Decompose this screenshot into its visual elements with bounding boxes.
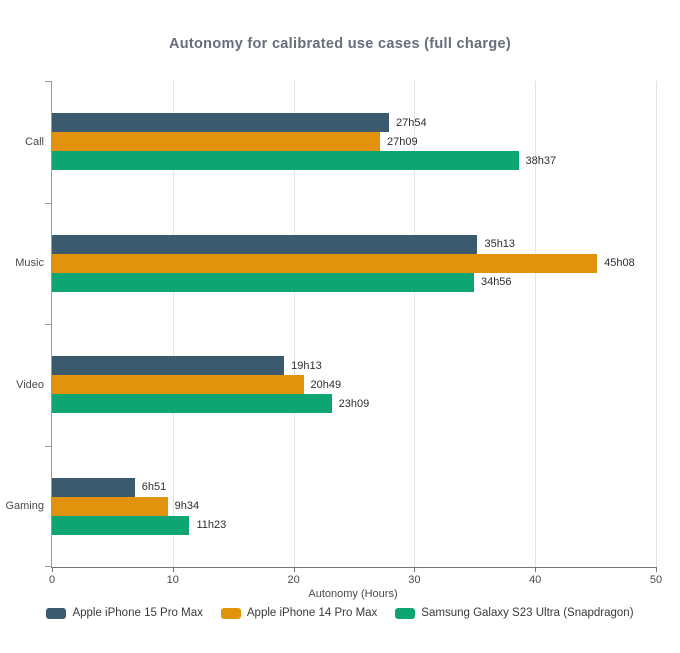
bar-value-label: 19h13	[291, 359, 322, 372]
x-axis-tick-label: 50	[649, 574, 663, 586]
x-axis-tick	[293, 567, 295, 572]
bar	[52, 234, 478, 254]
bar-value-label: 11h23	[196, 519, 227, 532]
bar-row: 27h54	[52, 113, 656, 133]
y-axis-tick	[45, 81, 51, 82]
legend-label: Apple iPhone 15 Pro Max	[72, 607, 203, 619]
category-label: Video	[16, 378, 44, 391]
x-axis-tick-label: 20	[287, 574, 300, 586]
bar-value-label: 9h34	[174, 500, 200, 513]
bar-value-label: 20h49	[310, 378, 342, 391]
legend-label: Samsung Galaxy S23 Ultra (Snapdragon)	[421, 607, 634, 619]
bar	[52, 113, 390, 133]
legend-swatch	[395, 607, 416, 619]
gridline	[535, 81, 537, 567]
bar	[52, 394, 332, 414]
bar-row: 38h37	[52, 151, 656, 171]
x-axis-tick	[656, 567, 657, 572]
bar	[52, 496, 168, 516]
bar-row: 34h56	[52, 272, 656, 292]
bar-row: 23h09	[52, 394, 656, 414]
bar-value-label: 38h37	[525, 154, 557, 167]
bar	[52, 356, 285, 376]
chart-title: Autonomy for calibrated use cases (full …	[168, 36, 512, 52]
legend-label: Apple iPhone 14 Pro Max	[246, 607, 378, 619]
bar	[52, 132, 380, 152]
bar-value-label: 6h51	[141, 481, 167, 494]
bar	[52, 272, 474, 292]
category-label: Call	[25, 135, 44, 148]
bar-value-label: 27h09	[386, 135, 418, 148]
bar-value-label: 34h56	[480, 276, 512, 289]
legend-item: Apple iPhone 15 Pro Max	[46, 607, 203, 619]
bar-value-label: 27h54	[396, 116, 427, 129]
bar	[52, 151, 519, 171]
x-axis-tick-label: 10	[166, 574, 179, 586]
x-axis-tick-label: 30	[408, 574, 421, 586]
plot-area: 0 10 20 30 40 50 Call 27h54 27h09 38h37 Music 35h13…	[5, 81, 662, 586]
bar-row: 6h51	[52, 477, 656, 497]
bar-row: 35h13	[52, 234, 656, 254]
category-label: Gaming	[5, 500, 44, 513]
gridline	[414, 81, 416, 567]
bar-value-label: 35h13	[484, 238, 516, 251]
x-axis-tick-label: 0	[48, 574, 56, 586]
x-axis-tick	[414, 567, 416, 572]
bar-row: 19h13	[52, 356, 656, 376]
bar-row: 45h08	[52, 253, 656, 273]
legend-item: Apple iPhone 14 Pro Max	[220, 607, 378, 619]
bar-value-label: 45h08	[604, 257, 635, 270]
gridline	[293, 81, 295, 567]
bar-value-label: 23h09	[338, 397, 370, 410]
legend-swatch	[220, 607, 241, 619]
y-axis-tick	[45, 445, 51, 447]
legend: Apple iPhone 15 Pro Max Apple iPhone 14 P…	[0, 607, 680, 619]
legend-item: Samsung Galaxy S23 Ultra (Snapdragon)	[395, 607, 634, 619]
bar-row: 11h23	[52, 515, 656, 535]
x-axis-tick-label: 40	[529, 574, 542, 586]
bar	[52, 375, 304, 395]
x-axis-tick	[172, 567, 174, 572]
legend-swatch	[46, 607, 67, 619]
bar-row: 20h49	[52, 375, 656, 395]
bar-row: 27h09	[52, 132, 656, 152]
y-axis-tick	[45, 566, 51, 567]
bar	[52, 253, 598, 273]
gridline	[656, 81, 657, 567]
bar	[52, 477, 135, 497]
category-label: Music	[15, 257, 44, 270]
y-axis-tick	[45, 202, 51, 204]
bar-row: 9h34	[52, 496, 656, 516]
y-axis-tick	[45, 324, 51, 325]
x-axis-label: Autonomy (Hours)	[308, 588, 398, 600]
x-axis-tick	[52, 567, 53, 572]
gridline	[172, 81, 174, 567]
x-axis-tick	[535, 567, 537, 572]
bar	[52, 515, 190, 535]
